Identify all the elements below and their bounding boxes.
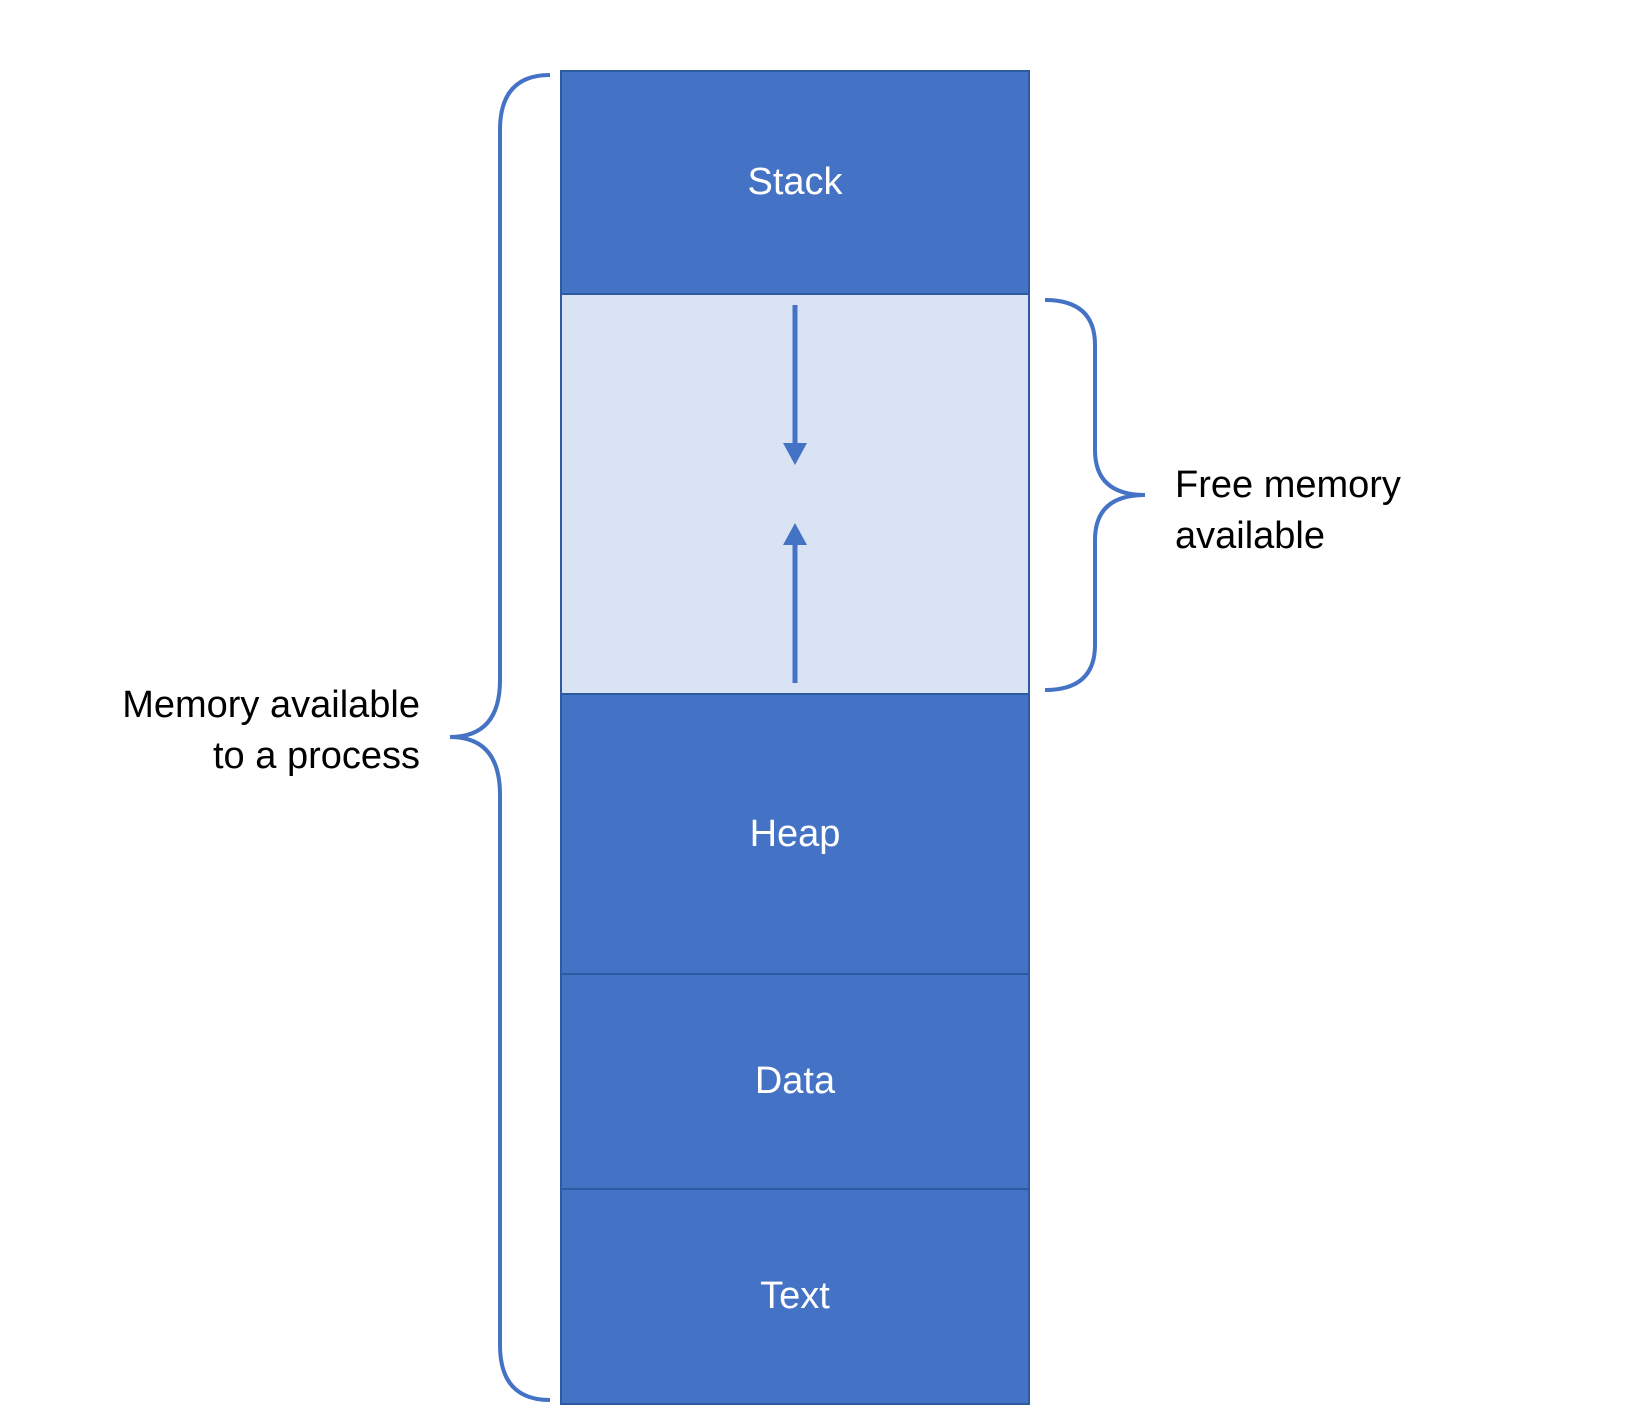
right-label-line1: Free memory: [1175, 464, 1401, 506]
stack-segment: Stack: [560, 70, 1030, 295]
free-memory-segment: [560, 295, 1030, 695]
heap-label: Heap: [750, 813, 841, 856]
memory-stack: Stack Heap Data Text: [560, 70, 1030, 1405]
stack-grows-down-arrow: [777, 305, 813, 465]
right-label-line2: available: [1175, 515, 1325, 557]
right-curly-brace: [1040, 295, 1165, 700]
text-segment: Text: [560, 1190, 1030, 1405]
data-segment: Data: [560, 975, 1030, 1190]
left-label-line1: Memory available: [122, 684, 420, 726]
stack-label: Stack: [747, 161, 842, 204]
free-memory-label: Free memory available: [1175, 460, 1475, 563]
heap-grows-up-arrow: [777, 523, 813, 683]
data-label: Data: [755, 1060, 835, 1103]
memory-layout-diagram: Stack Heap Data Text: [0, 70, 1628, 1410]
text-label: Text: [760, 1275, 830, 1318]
memory-available-label: Memory available to a process: [25, 680, 420, 783]
left-label-line2: to a process: [213, 735, 420, 777]
left-curly-brace: [430, 70, 555, 1410]
heap-segment: Heap: [560, 695, 1030, 975]
